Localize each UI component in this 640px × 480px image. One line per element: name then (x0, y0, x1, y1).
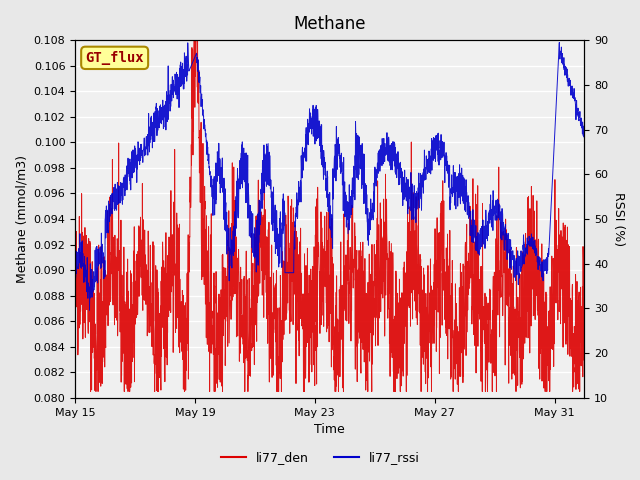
Legend: li77_den, li77_rssi: li77_den, li77_rssi (216, 446, 424, 469)
Y-axis label: Methane (mmol/m3): Methane (mmol/m3) (15, 155, 28, 283)
Text: GT_flux: GT_flux (85, 51, 144, 65)
X-axis label: Time: Time (314, 423, 345, 436)
Y-axis label: RSSI (%): RSSI (%) (612, 192, 625, 246)
Title: Methane: Methane (294, 15, 366, 33)
